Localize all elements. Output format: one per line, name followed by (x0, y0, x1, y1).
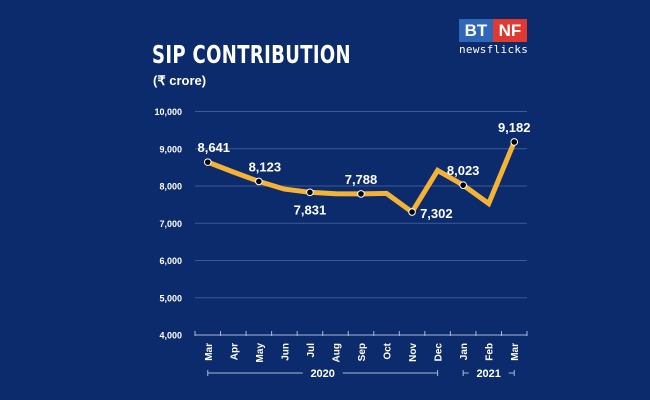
x-tick-label: May (255, 343, 266, 363)
data-point (510, 138, 519, 146)
data-label: 8,123 (249, 159, 282, 174)
x-tick-label: Jul (306, 343, 317, 358)
data-point (203, 158, 212, 166)
x-tick-label: Feb (485, 343, 496, 361)
x-tick-label: Dec (434, 343, 445, 362)
x-tick-label: Apr (229, 343, 240, 360)
logo-bt: BT (459, 19, 493, 42)
x-tick-label: Aug (331, 343, 342, 362)
y-tick-label: 6,000 (159, 256, 182, 266)
logo-tagline: newsflicks (459, 43, 529, 56)
y-tick-label: 4,000 (159, 331, 182, 341)
data-label: 7,831 (294, 202, 327, 217)
y-tick-label: 7,000 (159, 219, 182, 229)
x-tick-label: Mar (204, 343, 215, 361)
x-tick-label: Oct (383, 342, 394, 359)
data-point (408, 208, 416, 216)
y-tick-label: 8,000 (159, 182, 182, 192)
year-label: 2021 (476, 368, 500, 380)
data-point (459, 181, 467, 189)
data-label: 8,023 (447, 163, 480, 178)
x-tick-label: Mar (510, 343, 521, 361)
logo-nf: NF (493, 19, 527, 42)
y-tick-label: 9,000 (159, 144, 182, 154)
data-label: 7,302 (420, 206, 453, 221)
data-label: 7,788 (345, 172, 378, 187)
x-tick-label: Nov (408, 343, 419, 362)
data-point (255, 177, 263, 186)
data-label: 9,182 (498, 120, 531, 135)
y-tick-label: 10,000 (154, 107, 182, 117)
btnf-logo: BT NF newsflicks (459, 19, 529, 56)
chart-unit-subtitle: (₹ crore) (153, 73, 207, 88)
chart-title: SIP CONTRIBUTION (152, 40, 351, 69)
x-tick-label: Jan (459, 343, 470, 360)
data-point (306, 188, 314, 197)
y-tick-label: 5,000 (159, 293, 182, 303)
x-tick-label: Jun (280, 343, 291, 361)
year-label: 2020 (310, 368, 334, 380)
data-label: 8,641 (197, 140, 230, 155)
x-tick-label: Sep (357, 343, 368, 361)
data-point (357, 190, 365, 198)
